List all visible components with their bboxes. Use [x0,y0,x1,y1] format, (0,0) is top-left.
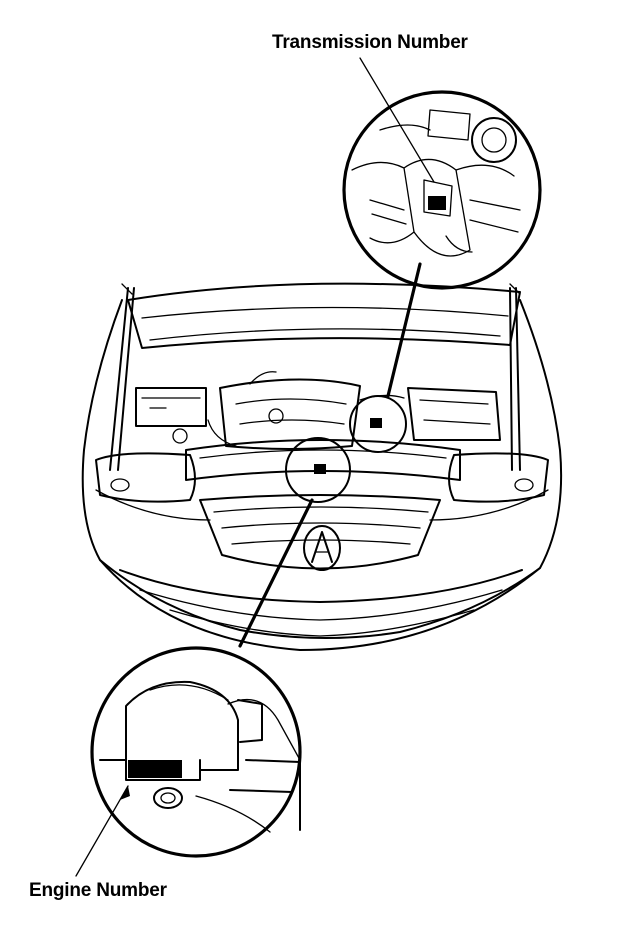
engine-leader-line [238,498,314,648]
transmission-leader-line [386,262,422,398]
transmission-callout-circle [349,395,407,453]
engine-number-label: Engine Number [29,880,167,901]
engine-zoom-view [90,646,302,858]
left-headlight [95,452,196,503]
front-bumper [119,569,523,603]
body-outline [81,299,563,640]
car-front-view [81,282,563,651]
brand-emblem [303,525,341,571]
transmission-zoom-view [342,90,542,290]
left-hood-strut [109,287,129,471]
hood-panel [127,282,521,349]
transmission-number-label: Transmission Number [272,32,468,53]
front-grille [199,494,441,570]
radiator-support [185,439,461,481]
engine-label-pointer [75,785,129,877]
engine-callout-circle [285,437,351,503]
engine-bolt [153,787,183,809]
transmission-label-pointer [359,57,435,183]
engine-bay [135,371,501,450]
right-hood-strut [515,287,521,471]
right-headlight [448,452,549,503]
